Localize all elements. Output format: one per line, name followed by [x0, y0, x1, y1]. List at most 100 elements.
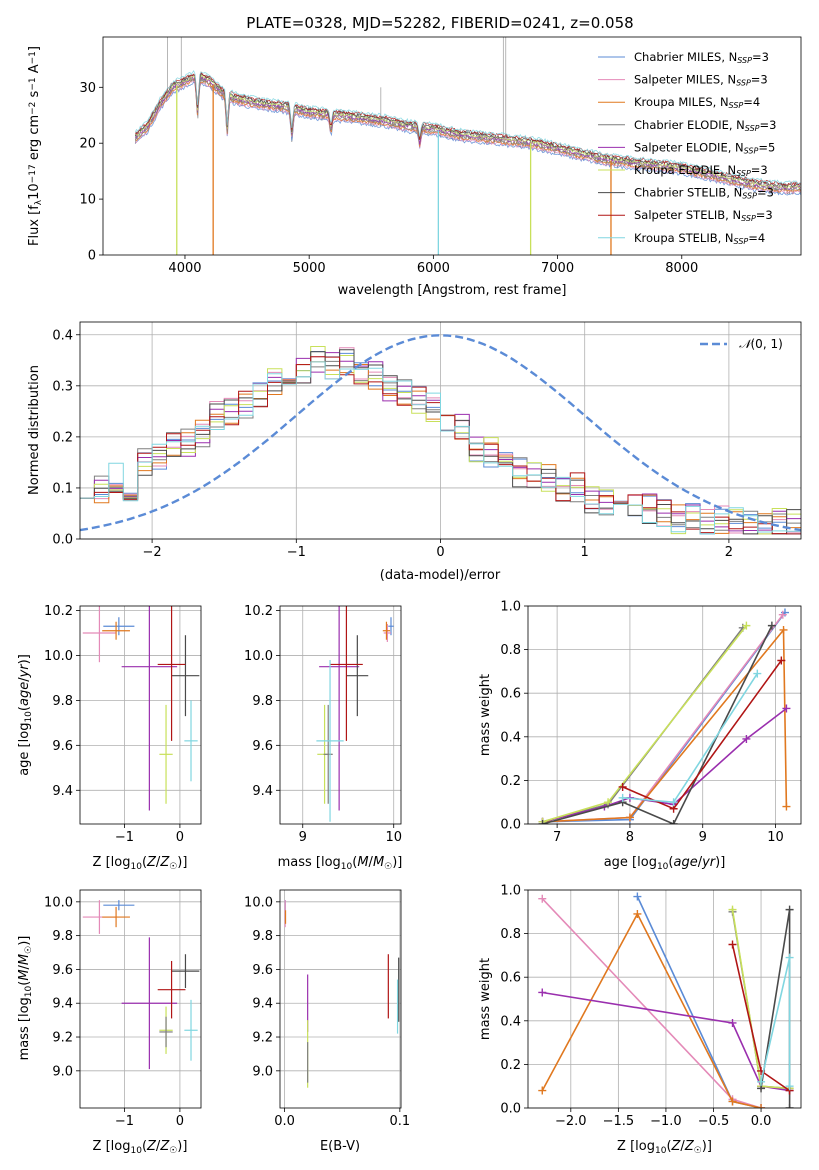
weight-marker-kroupa-stelib — [753, 669, 762, 678]
x-tick-label: 0 — [176, 830, 184, 845]
y-tick-label: 9.8 — [252, 929, 273, 944]
x-axis-label: Z [log10(Z/Z☉)] — [93, 855, 188, 872]
x-tick-label: 4000 — [168, 261, 201, 276]
y-tick-label: 10.0 — [244, 649, 273, 664]
weight-line-chabrier-miles — [542, 612, 786, 823]
y-tick-label: 0.3 — [52, 379, 73, 394]
y-tick-label: 9.8 — [52, 929, 73, 944]
x-tick-label: 0 — [436, 545, 444, 560]
y-axis-label: Normed distribution — [27, 365, 42, 495]
panel-weight_vs_Z: −2.0 −1.5 −1.0 −0.5 0.0 0.0 0.2 0.4 0.6 0.8 1.0 — [500, 884, 802, 1129]
weight-marker-kroupa-miles — [782, 802, 791, 811]
weight-marker-kroupa-stelib — [785, 953, 794, 962]
y-tick-label: 1.0 — [500, 600, 521, 615]
axes-frame — [527, 605, 802, 825]
panel-weight_vs_age: 7 8 9 10 0.0 0.2 0.4 0.6 0.8 1.0 — [500, 600, 802, 845]
weight-marker-salpeter-elodie — [742, 734, 751, 743]
y-tick-label: 0.6 — [500, 687, 521, 702]
y-tick-label: 10.2 — [44, 604, 73, 619]
x-tick-label: 9 — [699, 830, 707, 845]
weight-line-chabrier-elodie — [542, 627, 744, 823]
y-tick-label: 9.4 — [52, 784, 73, 799]
legend-entry-chabrier-miles: Chabrier MILES, NSSP=3 — [634, 50, 769, 65]
panel-mass_vs_Z: −1 0 9.0 9.2 9.4 9.6 9.8 10.0 — [44, 889, 202, 1129]
weight-marker-kroupa-miles — [728, 1097, 737, 1106]
y-tick-label: 9.0 — [52, 1064, 73, 1079]
weight-marker-kroupa-stelib — [757, 1077, 766, 1086]
x-tick-label: 2 — [725, 545, 733, 560]
weight-line-chabrier-stelib — [542, 625, 773, 824]
x-axis-label: age [log10(age/yr)] — [604, 855, 726, 872]
plot-area — [316, 606, 394, 822]
weight-marker-kroupa-miles — [779, 625, 788, 634]
weight-line-salpeter-miles — [541, 898, 762, 1108]
y-tick-label: 20 — [79, 137, 96, 152]
y-tick-label: 9.0 — [252, 1064, 273, 1079]
y-tick-label: 0.2 — [52, 430, 73, 445]
legend-entry-salpeter-elodie: Salpeter ELODIE, NSSP=5 — [634, 140, 775, 155]
x-tick-label: 6000 — [417, 261, 450, 276]
plot-area — [82, 606, 200, 811]
weight-line-chabrier-stelib — [760, 909, 791, 1108]
model-spectrum-chabrier-miles — [135, 81, 801, 196]
axes-frame — [79, 889, 202, 1109]
weight-line-kroupa-miles — [542, 627, 788, 823]
x-axis-label: Z [log10(Z/Z☉)] — [93, 1139, 188, 1156]
y-tick-label: 30 — [79, 81, 96, 96]
weight-line-kroupa-miles — [541, 912, 762, 1108]
plot-area — [538, 892, 794, 1108]
legend-entry-chabrier-elodie: Chabrier ELODIE, NSSP=3 — [634, 118, 776, 133]
y-tick-label: 0.8 — [500, 643, 521, 658]
x-tick-label: −1 — [287, 545, 306, 560]
weight-marker-kroupa-miles — [633, 909, 642, 918]
y-axis-label: mass weight — [478, 674, 493, 756]
model-spectrum-chabrier-stelib — [134, 72, 801, 188]
y-tick-label: 0.2 — [500, 774, 521, 789]
weight-marker-kroupa-elodie — [728, 905, 737, 914]
plot-area — [80, 334, 801, 535]
weight-marker-salpeter-elodie — [538, 988, 547, 997]
axes-frame — [279, 889, 402, 1109]
x-tick-label: 5000 — [293, 261, 326, 276]
axes-frame — [79, 321, 802, 540]
x-tick-label: 0 — [176, 1114, 184, 1129]
weight-line-kroupa-elodie — [542, 625, 748, 823]
axes-frame — [279, 605, 402, 825]
y-tick-label: 1.0 — [500, 884, 521, 899]
x-tick-label: −2.0 — [555, 1114, 587, 1129]
weight-marker-chabrier-miles — [633, 892, 642, 901]
y-tick-label: 9.2 — [52, 1031, 73, 1046]
weight-marker-kroupa-elodie — [604, 798, 613, 807]
x-tick-label: 10 — [767, 830, 784, 845]
x-tick-label: −1 — [115, 1114, 134, 1129]
y-tick-label: 0.1 — [52, 481, 73, 496]
plot-area — [284, 900, 400, 1088]
y-tick-label: 0.0 — [500, 818, 521, 833]
y-tick-label: 9.6 — [252, 963, 273, 978]
weight-marker-kroupa-miles — [757, 1104, 766, 1108]
weight-marker-salpeter-stelib — [618, 782, 627, 791]
x-tick-label: 7000 — [541, 261, 574, 276]
y-tick-label: 10.0 — [44, 895, 73, 910]
y-tick-label: 9.4 — [52, 997, 73, 1012]
panel-age_vs_mass: 9 10 9.4 9.6 9.8 10.0 10.2 — [244, 604, 402, 845]
weight-line-salpeter-miles — [542, 614, 784, 823]
y-tick-label: 9.8 — [52, 694, 73, 709]
weight-marker-salpeter-stelib — [728, 940, 737, 949]
axes-frame — [527, 889, 802, 1109]
y-tick-label: 9.6 — [252, 739, 273, 754]
plot-area — [82, 900, 200, 1070]
y-tick-label: 9.6 — [52, 739, 73, 754]
x-axis-label: (data-model)/error — [380, 568, 501, 583]
y-tick-label: 9.4 — [252, 784, 273, 799]
legend-entry-salpeter-stelib: Salpeter STELIB, NSSP=3 — [634, 208, 773, 223]
figure-title: PLATE=0328, MJD=52282, FIBERID=0241, z=0… — [246, 14, 633, 32]
x-tick-label: −1.5 — [603, 1114, 635, 1129]
weight-marker-salpeter-miles — [778, 610, 787, 619]
axes-frame — [79, 605, 202, 825]
x-tick-label: 1 — [581, 545, 589, 560]
y-tick-label: 10.2 — [244, 604, 273, 619]
histogram-kroupa-stelib — [80, 361, 801, 535]
